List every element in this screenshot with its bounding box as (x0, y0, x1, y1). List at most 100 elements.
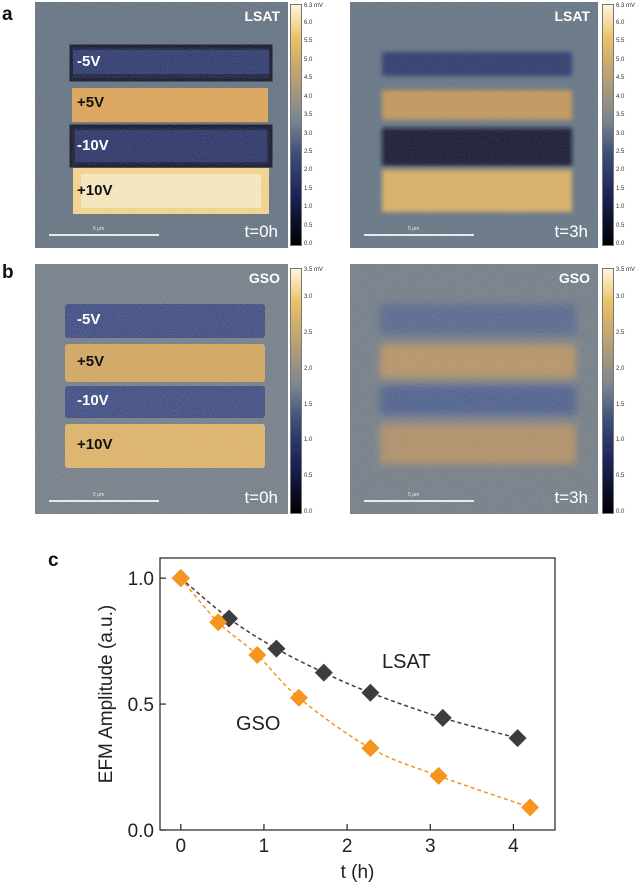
x-tick-label: 3 (425, 836, 436, 857)
fit-line-gso (180, 577, 531, 809)
series-label-gso: GSO (236, 713, 280, 735)
y-axis-title: EFM Amplitude (a.u.) (96, 605, 117, 783)
colorbar-tick-label: 1.0 (304, 204, 313, 211)
material-tag: GSO (248, 270, 280, 286)
x-axis-title: t (h) (341, 862, 375, 883)
series-label-lsat: LSAT (382, 651, 431, 673)
data-point-gso (289, 688, 308, 707)
colorbar-top-label: 6.3 mV (304, 3, 324, 9)
colorbar-tick-label: 2.5 (616, 148, 625, 155)
colorbar-tick-label: 5.0 (304, 56, 313, 63)
scale-bar (49, 234, 159, 236)
colorbar-tick-label: 1.0 (616, 437, 625, 444)
colorbar-tick-label: 2.5 (616, 330, 625, 337)
colorbar-top-label: 3.5 mV (304, 267, 324, 273)
colorbar-tick-label: 6.0 (304, 20, 313, 27)
data-point-gso (429, 766, 448, 785)
band-label-minus10v: -10V (77, 392, 109, 409)
colorbar-b-right (602, 268, 614, 514)
series-group (171, 569, 540, 817)
data-point-gso (361, 739, 380, 758)
scale-bar-label: 5 µm (93, 492, 105, 498)
data-point-lsat (267, 639, 286, 658)
colorbar-tick-label: 4.0 (304, 93, 313, 100)
panel-letter-a: a (2, 4, 13, 25)
colorbar-tick-label: 0.5 (616, 473, 625, 480)
colorbar-tick-label: 2.0 (304, 167, 313, 174)
colorbar-tick-label: 3.0 (304, 130, 313, 137)
time-label: t=0h (244, 488, 278, 507)
efm-map-gso-t0: -5V +5V -10V +10V GSO t=0h 5 µm (35, 264, 288, 514)
colorbar-tick-label: 1.5 (616, 401, 625, 408)
colorbar-tick-label: 4.5 (304, 75, 313, 82)
material-tag: GSO (558, 270, 590, 286)
time-label: t=0h (244, 222, 278, 241)
band-label-minus5v: -5V (77, 53, 101, 70)
colorbar-tick-label: 0.0 (304, 241, 313, 247)
efm-map-lsat-t3: LSAT t=3h 5 µm (350, 2, 598, 248)
colorbar-tick-label: 0.0 (304, 509, 313, 515)
colorbar-tick-label: 1.0 (304, 437, 313, 444)
data-point-lsat (220, 609, 239, 628)
colorbar-tick-label: 2.0 (616, 365, 625, 372)
colorbar-tick-label: 1.5 (304, 185, 313, 192)
colorbar-tick-label: 3.5 (616, 112, 625, 119)
fit-line-lsat (180, 577, 518, 739)
material-tag: LSAT (244, 8, 280, 24)
efm-map-image (350, 264, 598, 514)
colorbar-tick-label: 3.5 (304, 112, 313, 119)
x-tick-label: 0 (176, 836, 187, 857)
scale-bar (364, 234, 474, 236)
y-tick-label: 1.0 (128, 569, 154, 590)
time-label: t=3h (554, 222, 588, 241)
colorbar-tick-label: 0.5 (304, 222, 313, 229)
scale-bar (364, 500, 474, 502)
colorbar-tick-label: 0.5 (616, 222, 625, 229)
efm-map-image (35, 2, 288, 248)
band-label-plus5v: +5V (77, 94, 105, 111)
colorbar-tick-label: 5.0 (616, 56, 625, 63)
material-tag: LSAT (554, 8, 590, 24)
scale-bar-label: 5 µm (408, 492, 420, 498)
colorbar-tick-label: 4.5 (616, 75, 625, 82)
data-point-lsat (508, 729, 527, 748)
colorbar-tick-label: 2.0 (616, 167, 625, 174)
efm-map-gso-t3: GSO t=3h 5 µm (350, 264, 598, 514)
colorbar-tick-label: 3.0 (304, 294, 313, 301)
colorbar-tick-label: 4.0 (616, 93, 625, 100)
colorbar-tick-label: 2.5 (304, 148, 313, 155)
colorbar-tick-label: 2.0 (304, 365, 313, 372)
colorbar-tick-label: 3.0 (616, 294, 625, 301)
colorbar-tick-label: 3.0 (616, 130, 625, 137)
colorbar-a-left (290, 4, 302, 246)
data-point-lsat (361, 683, 380, 702)
colorbar-tick-label: 0.5 (304, 473, 313, 480)
colorbar-top-label: 6.3 mV (616, 3, 636, 9)
band-label-minus5v: -5V (77, 311, 101, 328)
efm-map-image (350, 2, 598, 248)
band-label-plus5v: +5V (77, 353, 105, 370)
x-axis-ticks: 0 1 2 3 4 (176, 824, 519, 857)
colorbar-tick-label: 1.0 (616, 204, 625, 211)
plot-frame (159, 557, 556, 831)
data-point-gso (248, 645, 267, 664)
colorbar-b-left (290, 268, 302, 514)
y-tick-label: 0.5 (128, 695, 154, 716)
panel-letter-c: c (48, 550, 59, 571)
data-point-gso (521, 798, 540, 817)
band-label-plus10v: +10V (77, 182, 113, 199)
panel-letter-b: b (2, 262, 14, 283)
colorbar-tick-label: 1.5 (304, 401, 313, 408)
data-point-lsat (314, 663, 333, 682)
colorbar-tick-label: 6.0 (616, 20, 625, 27)
scale-bar (49, 500, 159, 502)
efm-map-lsat-t0: -5V +5V -10V +10V LSAT t=0h 5 µm (35, 2, 288, 248)
band-label-minus10v: -10V (77, 137, 109, 154)
data-point-gso (209, 613, 228, 632)
data-point-lsat (433, 708, 452, 727)
colorbar-tick-label: 2.5 (304, 330, 313, 337)
efm-decay-chart: 0 1 2 3 4 0.0 0.5 1.0 t (h) EFM Amplitude (a.u… (96, 557, 556, 883)
x-tick-label: 2 (342, 836, 353, 857)
colorbar-tick-label: 1.5 (616, 185, 625, 192)
scale-bar-label: 5 µm (93, 226, 105, 232)
